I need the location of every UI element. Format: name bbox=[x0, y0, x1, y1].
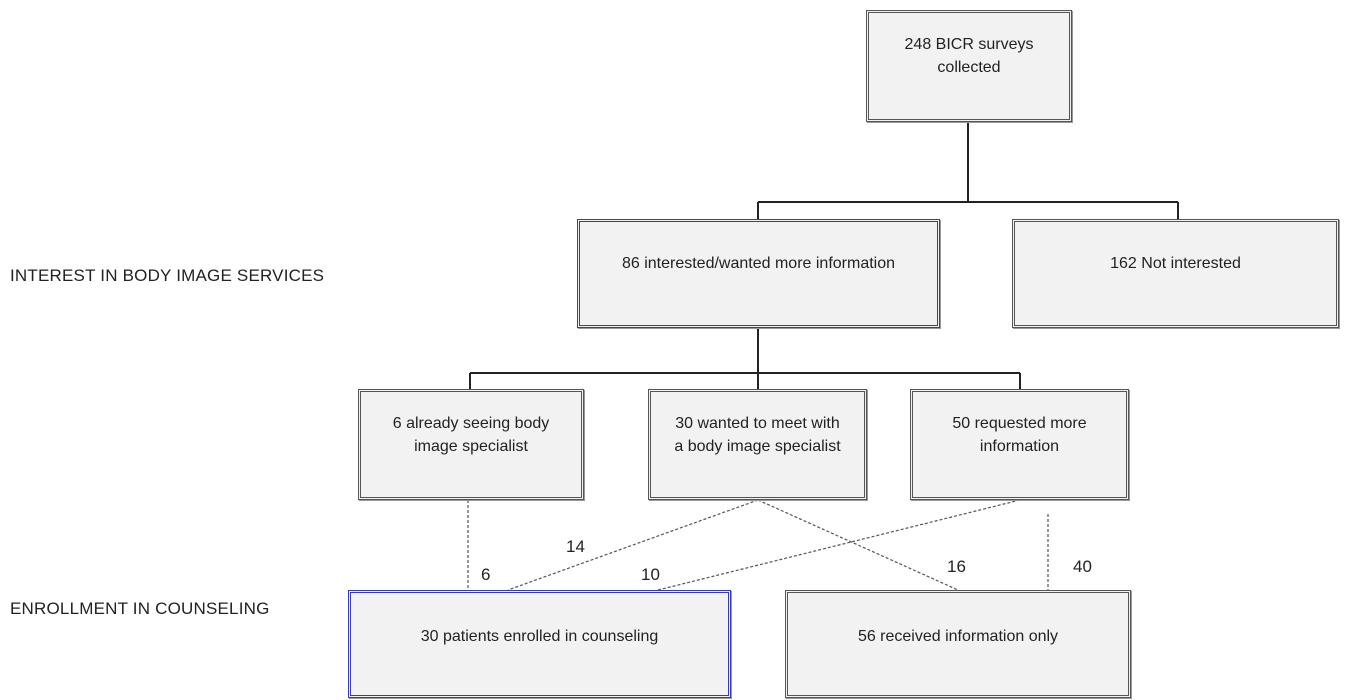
already-seeing-text: 6 already seeing body image specialist bbox=[392, 415, 550, 455]
not-interested-text: 162 Not interested bbox=[1110, 255, 1241, 272]
info-only-text: 56 received information only bbox=[857, 628, 1059, 645]
edge-interested-split bbox=[469, 328, 1021, 389]
enrolled-box: 30 patients enrolled in counseling bbox=[348, 590, 731, 698]
enrolled-text: 30 patients enrolled in counseling bbox=[420, 628, 659, 645]
count-info-to-enrolled: 10 bbox=[641, 565, 660, 584]
flow-info-to-enrolled bbox=[657, 499, 1021, 591]
count-meet-to-info-only: 16 bbox=[947, 557, 966, 576]
wanted-meet-text: 30 wanted to meet with a body image spec… bbox=[674, 415, 841, 455]
requested-info-text: 50 requested more information bbox=[952, 415, 1087, 455]
already-seeing-box: 6 already seeing body image specialist bbox=[358, 389, 584, 500]
enrollment-section-label: ENROLLMENT IN COUNSELING bbox=[10, 599, 270, 618]
interest-section-label: INTEREST IN BODY IMAGE SERVICES bbox=[10, 266, 325, 285]
info-only-box: 56 received information only bbox=[785, 590, 1131, 698]
flow-meet-to-info-only bbox=[757, 499, 959, 591]
count-info-to-info-only: 40 bbox=[1073, 557, 1092, 576]
requested-info-box: 50 requested more information bbox=[910, 389, 1129, 500]
interested-box: 86 interested/wanted more information bbox=[577, 219, 940, 328]
not-interested-box: 162 Not interested bbox=[1012, 219, 1339, 328]
flow-meet-to-enrolled bbox=[507, 499, 759, 591]
count-meet-to-enrolled: 14 bbox=[566, 537, 585, 556]
surveys-collected-text: 248 BICR surveys collected bbox=[904, 36, 1034, 76]
count-already-to-enrolled: 6 bbox=[481, 565, 491, 584]
edge-surveys-split bbox=[757, 122, 1179, 219]
wanted-meet-box: 30 wanted to meet with a body image spec… bbox=[648, 389, 867, 500]
interested-text: 86 interested/wanted more information bbox=[621, 255, 896, 272]
surveys-collected-box: 248 BICR surveys collected bbox=[866, 10, 1072, 122]
